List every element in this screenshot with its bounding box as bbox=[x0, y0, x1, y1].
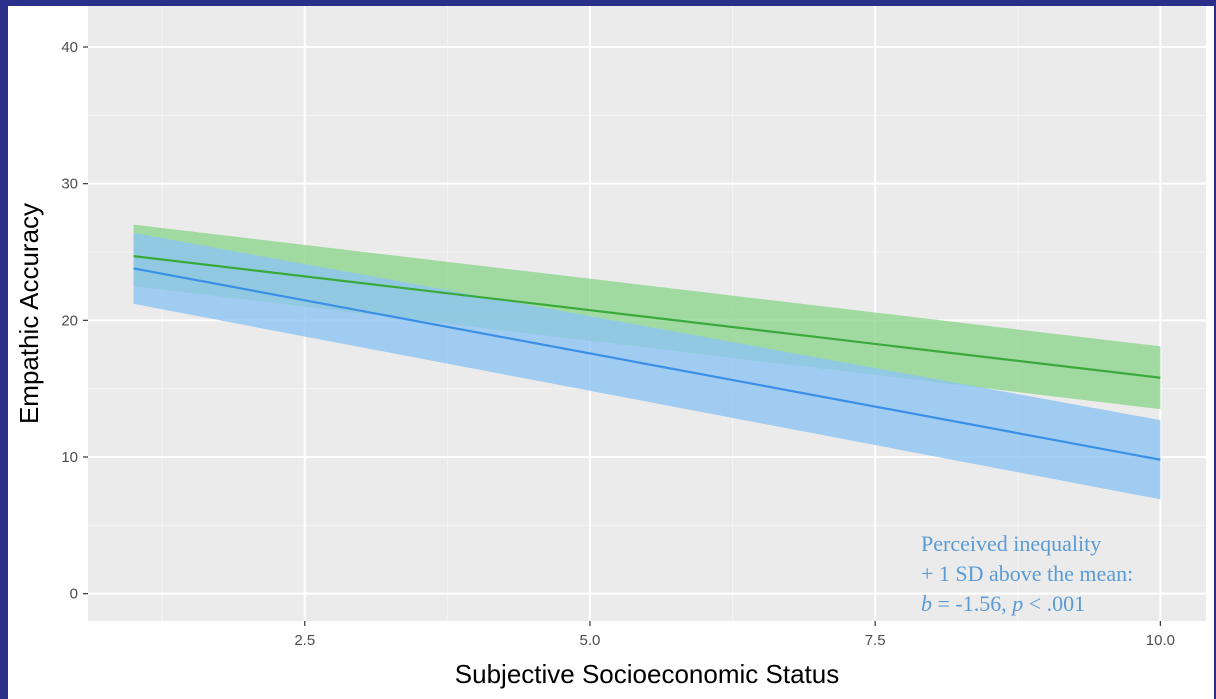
annotation-line-1: Perceived inequality bbox=[921, 531, 1101, 556]
y-tick-label: 30 bbox=[61, 176, 78, 193]
annotation-p-value: < .001 bbox=[1023, 591, 1085, 616]
chart-svg: 0 10 20 30 40 2.5 5.0 7.5 10.0 Empathic Accurac… bbox=[14, 6, 1206, 689]
y-tick-label: 0 bbox=[70, 586, 78, 603]
regression-line-1 bbox=[133, 255, 1161, 379]
x-tick-label: 10.0 bbox=[1146, 632, 1175, 649]
regression-lines bbox=[133, 255, 1161, 461]
annotation-b-symbol: b bbox=[921, 591, 932, 616]
y-axis-ticks: 0 10 20 30 40 bbox=[61, 39, 88, 603]
annotation-line-2: + 1 SD above the mean: bbox=[921, 561, 1133, 586]
x-tick-label: 2.5 bbox=[294, 632, 315, 649]
y-axis-title: Empathic Accuracy bbox=[14, 203, 44, 424]
x-axis-title: Subjective Socioeconomic Status bbox=[455, 659, 839, 689]
y-tick-label: 20 bbox=[61, 312, 78, 329]
x-tick-label: 7.5 bbox=[865, 632, 886, 649]
x-tick-label: 5.0 bbox=[580, 632, 601, 649]
y-tick-label: 10 bbox=[61, 449, 78, 466]
y-tick-label: 40 bbox=[61, 39, 78, 56]
annotation-p-symbol: p bbox=[1010, 591, 1023, 616]
x-axis-ticks: 2.5 5.0 7.5 10.0 bbox=[294, 621, 1175, 649]
chart-canvas: 0 10 20 30 40 2.5 5.0 7.5 10.0 Empathic Accurac… bbox=[8, 6, 1214, 699]
regression-line-2 bbox=[133, 267, 1161, 461]
confidence-band-2 bbox=[133, 232, 1161, 500]
inequality-annotation: Perceived inequality + 1 SD above the me… bbox=[921, 531, 1133, 616]
annotation-b-value: = -1.56, bbox=[932, 591, 1012, 616]
annotation-stat-line: b = -1.56, p < .001 bbox=[921, 591, 1085, 616]
